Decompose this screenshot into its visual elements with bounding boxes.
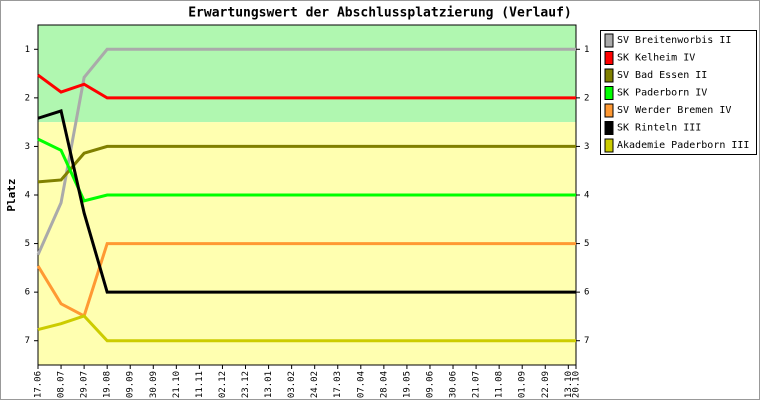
x-tick-label: 09.06 bbox=[425, 371, 435, 398]
x-tick-label: 17.03 bbox=[333, 371, 343, 398]
x-tick-label: 13.01 bbox=[264, 371, 274, 398]
legend-label: SV Bad Essen II bbox=[617, 70, 707, 81]
y-tick-label: 2 bbox=[25, 93, 30, 103]
y-tick-label: 3 bbox=[25, 142, 30, 152]
y2-tick-label: 7 bbox=[584, 336, 589, 346]
legend-swatch bbox=[604, 138, 614, 153]
chart-title: Erwartungswert der Abschlussplatzierung … bbox=[188, 6, 572, 21]
legend-label: SK Kelheim IV bbox=[617, 53, 695, 64]
x-tick-label: 23.12 bbox=[241, 371, 251, 398]
x-tick-label: 24.02 bbox=[310, 371, 320, 398]
x-tick-label: 30.09 bbox=[149, 371, 159, 398]
band bbox=[38, 25, 576, 123]
legend-swatch bbox=[604, 51, 614, 65]
x-tick-label: 11.08 bbox=[495, 371, 505, 398]
legend-swatch bbox=[604, 86, 614, 100]
x-tick-label: 20.10 bbox=[572, 371, 582, 398]
y-tick-label: 7 bbox=[25, 336, 30, 346]
y-tick-label: 1 bbox=[25, 45, 30, 55]
legend-label: SV Breitenworbis II bbox=[617, 35, 731, 46]
y2-tick-label: 4 bbox=[584, 191, 589, 201]
series-line bbox=[37, 144, 576, 184]
series-line bbox=[36, 47, 576, 256]
series-line bbox=[37, 137, 576, 203]
x-tick-label: 29.07 bbox=[80, 371, 90, 398]
x-tick-label: 21.10 bbox=[172, 371, 182, 398]
x-tick-label: 13.10 bbox=[564, 371, 574, 398]
y-tick-label: 4 bbox=[25, 191, 30, 201]
y2-tick-label: 2 bbox=[584, 93, 589, 103]
x-tick-label: 19.08 bbox=[103, 371, 113, 398]
legend-swatch bbox=[604, 103, 614, 118]
x-tick-label: 02.12 bbox=[218, 371, 228, 398]
legend-label: SK Paderborn IV bbox=[617, 88, 707, 99]
series-line bbox=[37, 314, 576, 343]
x-tick-label: 08.07 bbox=[57, 371, 67, 398]
y-axis-label: Platz bbox=[5, 178, 18, 211]
legend-label: SK Rinteln III bbox=[617, 123, 701, 134]
series-line bbox=[37, 73, 576, 100]
y-tick-label: 6 bbox=[25, 288, 30, 298]
legend-swatch bbox=[604, 68, 614, 83]
x-tick-label: 03.02 bbox=[287, 371, 297, 398]
x-tick-label: 28.04 bbox=[379, 371, 389, 398]
x-tick-label: 07.04 bbox=[356, 371, 366, 398]
x-tick-label: 11.11 bbox=[195, 371, 205, 398]
x-tick-label: 21.07 bbox=[472, 371, 482, 398]
x-tick-label: 17.06 bbox=[34, 371, 44, 398]
x-tick-label: 22.09 bbox=[541, 371, 551, 398]
y2-tick-label: 3 bbox=[584, 142, 589, 152]
legend-label: SV Werder Bremen IV bbox=[617, 105, 731, 116]
legend bbox=[600, 30, 757, 155]
x-tick-label: 30.06 bbox=[449, 371, 459, 398]
legend-label: Akademie Paderborn III bbox=[617, 140, 749, 151]
legend-swatch bbox=[604, 33, 614, 48]
legend-swatch bbox=[604, 121, 614, 135]
y2-tick-label: 6 bbox=[584, 288, 589, 298]
x-tick-label: 19.05 bbox=[402, 371, 412, 398]
y2-tick-label: 1 bbox=[584, 45, 589, 55]
y2-tick-label: 5 bbox=[584, 239, 589, 249]
x-tick-label: 09.09 bbox=[126, 371, 136, 398]
x-tick-label: 01.09 bbox=[518, 371, 528, 398]
series-line bbox=[37, 109, 576, 294]
y-tick-label: 5 bbox=[25, 239, 30, 249]
